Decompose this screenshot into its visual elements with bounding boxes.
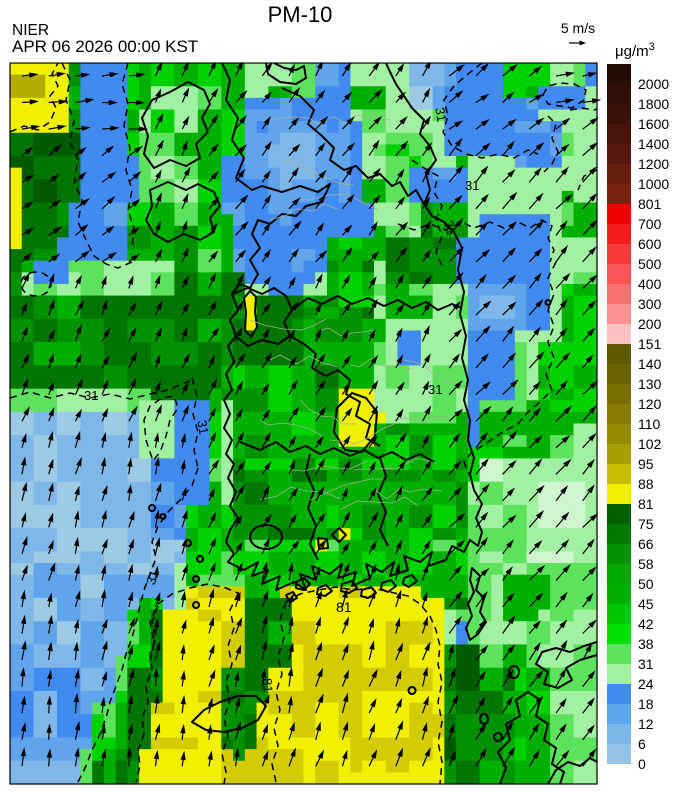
svg-text:45: 45 [638,596,654,612]
svg-text:31: 31 [432,106,449,123]
svg-text:500: 500 [638,256,662,272]
svg-text:200: 200 [638,316,662,332]
svg-text:700: 700 [638,216,662,232]
svg-text:1800: 1800 [638,96,669,112]
svg-text:300: 300 [638,296,662,312]
svg-text:31: 31 [428,382,442,397]
svg-text:600: 600 [638,236,662,252]
svg-text:31: 31 [84,388,98,403]
svg-text:1400: 1400 [638,136,669,152]
svg-text:6: 6 [638,736,646,752]
svg-text:95: 95 [638,456,654,472]
svg-text:5 m/s: 5 m/s [561,20,595,36]
svg-text:66: 66 [638,536,654,552]
svg-text:1200: 1200 [638,156,669,172]
svg-text:1000: 1000 [638,176,669,192]
svg-text:81: 81 [638,496,654,512]
svg-text:140: 140 [638,356,662,372]
svg-text:31: 31 [194,419,211,436]
svg-text:88: 88 [638,476,654,492]
svg-text:42: 42 [638,616,654,632]
svg-text:130: 130 [638,376,662,392]
svg-text:31: 31 [441,219,459,237]
svg-text:81: 81 [260,678,276,694]
svg-text:50: 50 [638,576,654,592]
svg-text:NIER: NIER [12,22,49,39]
svg-text:75: 75 [638,516,654,532]
svg-text:400: 400 [638,276,662,292]
svg-text:120: 120 [638,396,662,412]
svg-text:38: 38 [638,636,654,652]
svg-text:801: 801 [638,196,662,212]
svg-text:58: 58 [638,556,654,572]
svg-text:APR 06 2026 00:00 KST: APR 06 2026 00:00 KST [12,37,198,56]
svg-text:μg/m3: μg/m3 [615,41,655,60]
svg-text:151: 151 [638,336,662,352]
svg-text:PM-10: PM-10 [268,2,333,27]
svg-text:0: 0 [638,756,646,772]
svg-text:110: 110 [638,416,661,432]
svg-text:12: 12 [638,716,654,732]
svg-text:81: 81 [336,599,352,615]
svg-text:24: 24 [638,676,654,692]
svg-text:1600: 1600 [638,116,669,132]
svg-text:102: 102 [638,436,662,452]
svg-text:18: 18 [638,696,654,712]
svg-text:2000: 2000 [638,76,669,92]
svg-text:31: 31 [638,656,654,672]
